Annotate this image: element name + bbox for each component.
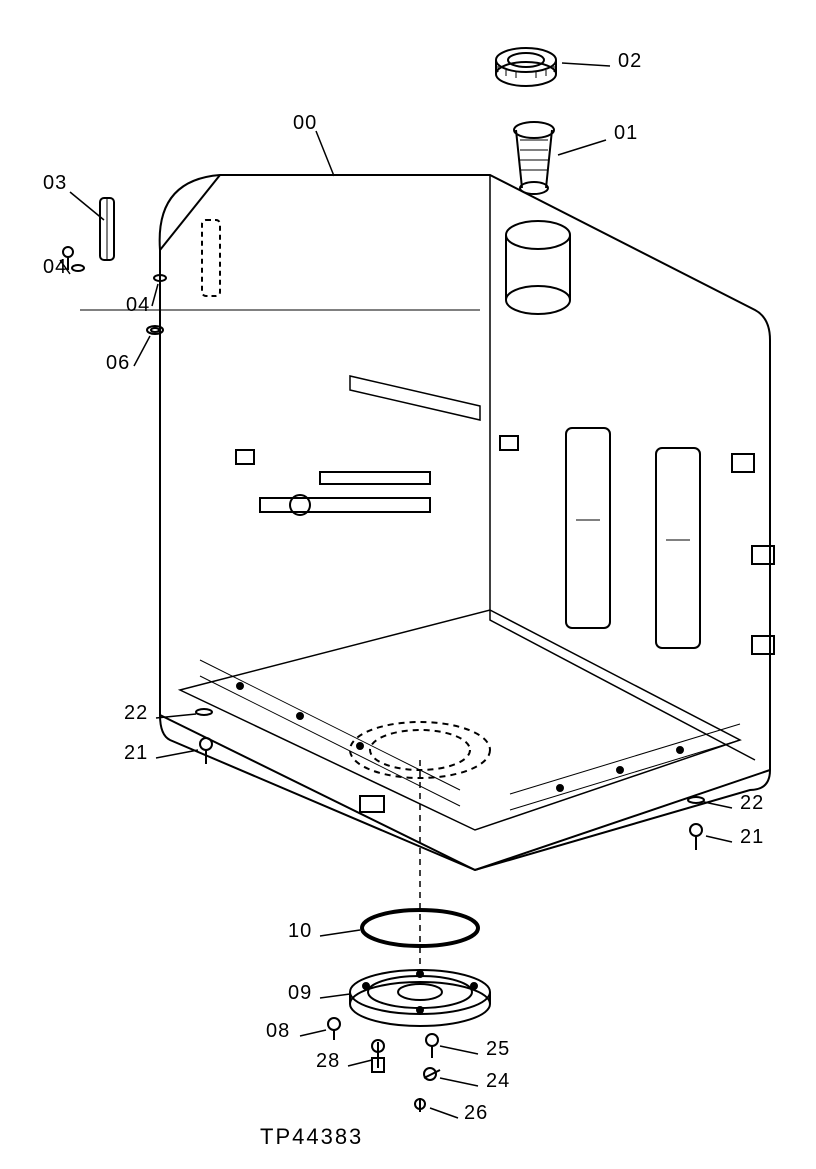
parts-diagram: 00 01 02 03 04 04 06 08 09 10 21 22 21 2… bbox=[0, 0, 816, 1164]
callout-22b: 22 bbox=[740, 792, 764, 815]
callout-28: 28 bbox=[316, 1050, 340, 1073]
callout-04b: 04 bbox=[126, 294, 150, 317]
diagram-reference-id: TP44383 bbox=[260, 1124, 363, 1150]
callout-22a: 22 bbox=[124, 702, 148, 725]
callout-03: 03 bbox=[43, 172, 67, 195]
callout-08: 08 bbox=[266, 1020, 290, 1043]
callout-01: 01 bbox=[614, 122, 638, 145]
callout-21b: 21 bbox=[740, 826, 764, 849]
callout-09: 09 bbox=[288, 982, 312, 1005]
callout-25: 25 bbox=[486, 1038, 510, 1061]
callout-06: 06 bbox=[106, 352, 130, 375]
callout-04a: 04 bbox=[43, 256, 67, 279]
callout-00: 00 bbox=[293, 112, 317, 135]
callout-24: 24 bbox=[486, 1070, 510, 1093]
callout-21a: 21 bbox=[124, 742, 148, 765]
callout-26: 26 bbox=[464, 1102, 488, 1125]
callout-10: 10 bbox=[288, 920, 312, 943]
callout-02: 02 bbox=[618, 50, 642, 73]
tank-illustration bbox=[0, 0, 816, 1164]
